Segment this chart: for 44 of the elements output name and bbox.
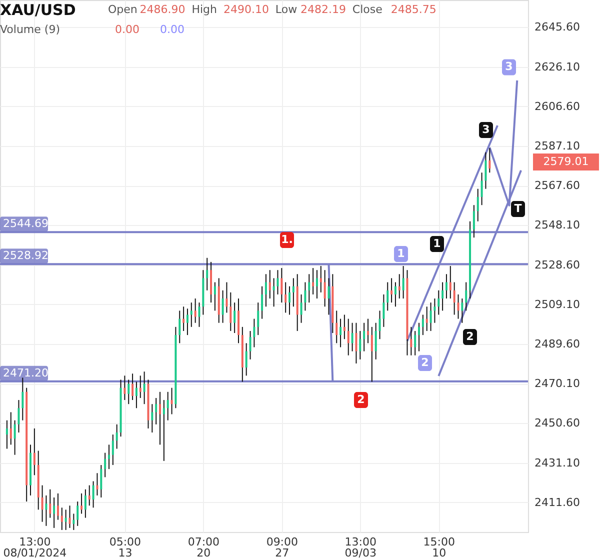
- y-tick-label: 2431.10: [534, 456, 580, 470]
- y-tick-label: 2587.10: [534, 139, 580, 152]
- y-tick-label: 2489.60: [534, 337, 580, 350]
- x-tick-label: 07:00 20: [188, 536, 220, 558]
- annotation: High: [192, 3, 218, 16]
- annotation: 2485.75: [390, 3, 436, 16]
- y-tick-label: 2450.60: [534, 416, 580, 430]
- annotation: T: [514, 202, 522, 215]
- y-tick-label: 2567.60: [534, 179, 580, 192]
- annotation: 2: [357, 393, 365, 406]
- y-tick-label: 2509.10: [534, 298, 580, 311]
- y-tick-label: 2626.10: [534, 60, 580, 74]
- annotation: 2: [421, 356, 429, 369]
- annotation: Low: [275, 3, 298, 16]
- x-tick-label: 15:00 10: [423, 536, 455, 558]
- annotation: Close: [352, 3, 383, 16]
- x-tick-label: 05:00 13: [109, 536, 142, 558]
- text: 2579.01: [543, 155, 589, 168]
- annotation: 1: [433, 237, 441, 250]
- annotation: 1: [397, 247, 405, 260]
- annotation: Volume (9): [0, 23, 60, 36]
- y-tick-label: 2528.60: [534, 258, 580, 272]
- annotation: 0.00: [160, 23, 184, 36]
- ref-line-label: 2471.20: [3, 366, 48, 380]
- ref-line-label: 2544.69: [3, 217, 48, 230]
- y-tick-label: 2411.60: [534, 496, 580, 509]
- x-tick-label: 09:00 27: [266, 536, 298, 558]
- annotation: 2: [466, 330, 474, 343]
- y-tick-label: 2548.10: [534, 218, 580, 232]
- chart-title: XAU/USD: [0, 1, 76, 19]
- annotation: 3: [505, 60, 513, 74]
- annotation: 2490.10: [224, 3, 269, 16]
- x-tick-label: 13:00 08/01/2024: [3, 536, 67, 558]
- annotation: 0.00: [115, 23, 140, 36]
- annotation: 3: [482, 123, 490, 136]
- ref-line-label: 2528.92: [3, 249, 48, 262]
- x-tick-label: 13:00 09/03: [344, 536, 376, 558]
- y-tick-label: 2606.60: [534, 100, 580, 113]
- annotation: 1.: [281, 233, 293, 246]
- annotation: 2486.90: [140, 3, 186, 16]
- annotation: 2482.19: [300, 3, 346, 16]
- y-tick-label: 2645.60: [534, 20, 580, 34]
- annotation: Open: [108, 3, 138, 16]
- y-tick-label: 2470.10: [534, 377, 580, 390]
